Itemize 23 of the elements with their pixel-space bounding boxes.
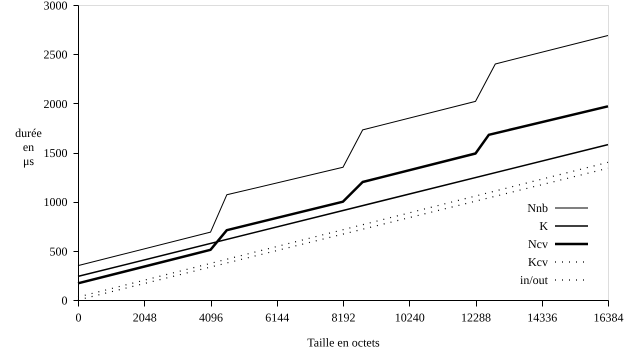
x-axis-title: Taille en octets [307,336,380,350]
y-tick-label: 500 [50,244,68,258]
legend-label: K [539,219,548,233]
legend-label: Ncv [528,237,548,251]
y-tick-label: 1500 [44,146,68,160]
legend-label: Nnb [527,201,548,215]
y-tick-label: 1000 [44,195,68,210]
y-tick-label: 3000 [44,0,68,12]
x-tick-label: 12288 [461,310,491,324]
x-tick-label: 6144 [265,310,290,324]
y-tick-label: 2000 [44,96,68,111]
x-tick-label: 14336 [527,310,558,324]
legend-label: Kcv [528,255,548,269]
legend-label: in/out [520,273,549,287]
y-tick-label: 2500 [44,48,68,62]
x-tick-label: 10240 [394,310,425,324]
y-axis-title: durée en μs [15,126,42,168]
y-tick-label: 0 [62,294,68,308]
x-tick-label: 16384 [594,310,624,324]
x-tick-label: 0 [76,310,82,324]
x-tick-label: 4096 [199,310,223,324]
x-tick-label: 2048 [132,310,157,324]
x-tick-label: 8192 [332,310,356,324]
